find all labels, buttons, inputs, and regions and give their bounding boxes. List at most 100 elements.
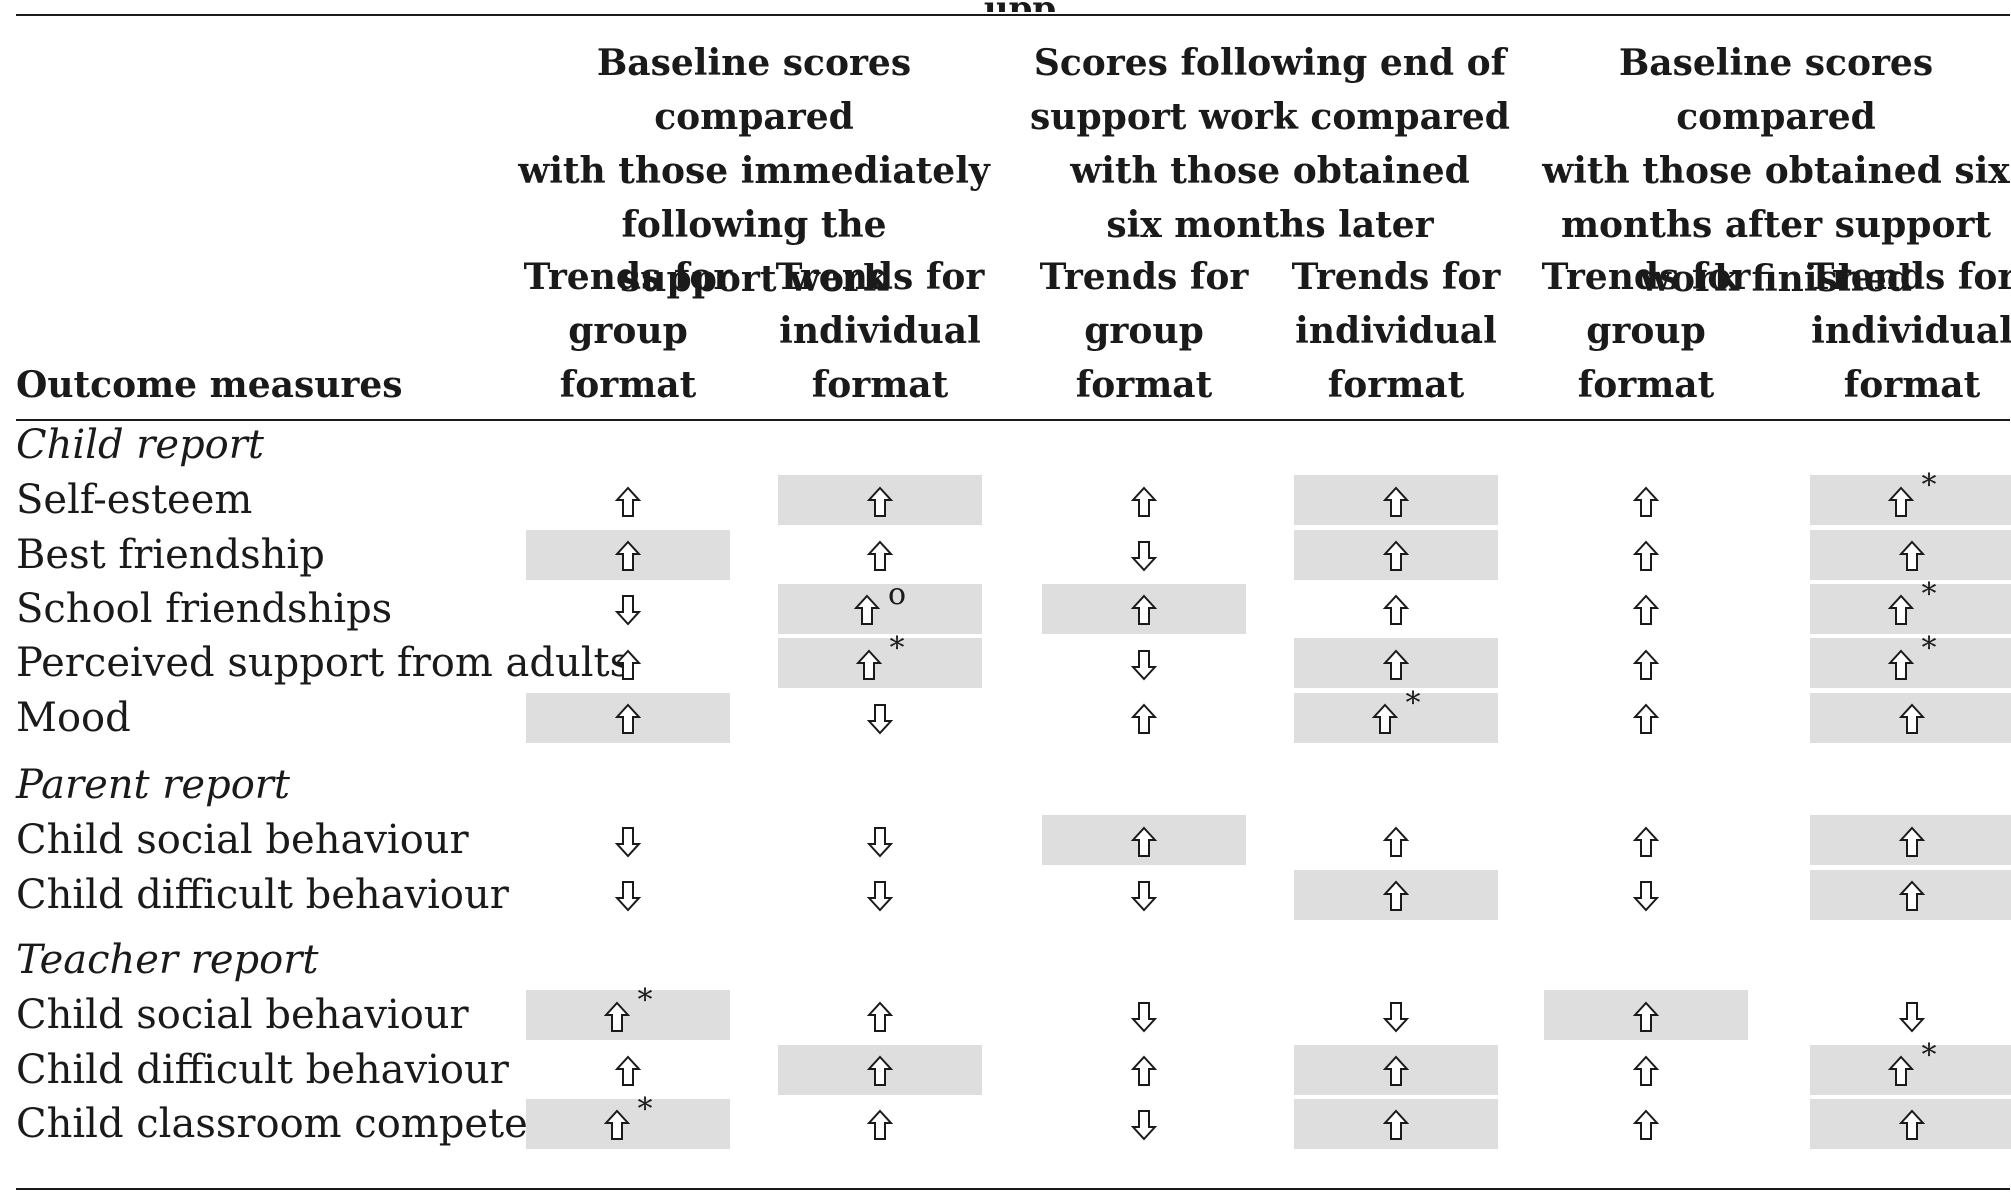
table-cell [1042, 870, 1246, 920]
arrow-down-icon [1131, 540, 1157, 572]
arrow-up-icon [855, 649, 882, 681]
arrow-up-icon [1887, 486, 1914, 518]
column-group-header-line: support work [620, 258, 888, 300]
cell-content [1544, 530, 1748, 580]
column-group-header-line: six months later [1106, 204, 1434, 246]
arrow-up-icon [1371, 703, 1398, 735]
table-cell [778, 1099, 982, 1149]
table-cell [526, 692, 730, 743]
cell-content: * [1810, 471, 2011, 525]
table-cell [1294, 990, 1498, 1040]
cell-content [778, 1099, 982, 1149]
table-cell [526, 584, 730, 634]
arrow-up-icon [1633, 1055, 1659, 1087]
table-cell [1544, 1099, 1748, 1149]
cell-content [1042, 815, 1246, 865]
cell-content [1544, 584, 1748, 634]
cell-content [778, 1045, 982, 1095]
column-sub-header-line: Trends for [1541, 256, 1751, 298]
table-cell: * [1810, 634, 2011, 689]
arrow-down-icon [1131, 880, 1157, 912]
column-sub-header: Trends for group format [508, 250, 748, 420]
cell-content: * [1810, 634, 2011, 688]
cell-content: * [1810, 1040, 2011, 1095]
cell-content [778, 475, 982, 525]
column-sub-header-line: group [568, 310, 688, 352]
table-cell [1544, 870, 1748, 920]
table-cell [526, 870, 730, 920]
cell-content [1544, 870, 1748, 920]
arrow-up-icon [1131, 703, 1157, 735]
cell-content [1042, 1099, 1246, 1149]
section-label: Teacher report [16, 937, 319, 983]
cell-content [526, 1045, 730, 1095]
cell-content [1544, 638, 1748, 688]
cell-content [1810, 1099, 2011, 1149]
row-label: Child difficult behaviour [16, 871, 509, 918]
cell-content [1042, 693, 1246, 743]
arrow-up-icon [1383, 594, 1409, 626]
arrow-up-icon [615, 649, 641, 681]
column-sub-header-line: Trends for [1291, 256, 1501, 298]
table-cell: * [778, 634, 982, 689]
arrow-up-icon [867, 540, 893, 572]
column-sub-header: Trends for individual format [760, 250, 1000, 420]
cell-content: * [778, 634, 982, 688]
column-sub-header: Trends for group format [1024, 250, 1264, 420]
arrow-down-icon [867, 703, 893, 735]
table-cell [1810, 1098, 2011, 1149]
table-cell: * [1810, 1040, 2011, 1095]
arrow-down-icon [1131, 649, 1157, 681]
cell-content [1294, 530, 1498, 580]
outcome-measures-header: Outcome measures [16, 364, 403, 406]
arrow-up-icon [867, 1055, 893, 1087]
table-cell [1810, 815, 2011, 866]
column-sub-header-line: group [1084, 310, 1204, 352]
arrow-up-icon [603, 1001, 630, 1033]
column-group-header: Baseline scores compared with those obtai… [1526, 36, 2011, 300]
table-cell [526, 1045, 730, 1095]
arrow-down-icon [615, 880, 641, 912]
arrow-up-icon [615, 540, 641, 572]
cell-content [1294, 815, 1498, 865]
section-label: Parent report [16, 762, 290, 808]
column-sub-header: Trends for individual format [1276, 250, 1516, 420]
column-sub-header-line: format [1075, 364, 1213, 406]
table-cell [778, 1044, 982, 1095]
cell-content: * [1294, 688, 1498, 743]
arrow-up-icon [867, 486, 893, 518]
table-cell [1544, 990, 1748, 1041]
table-cell [1544, 584, 1748, 634]
row-label: Best friendship [16, 531, 325, 578]
table-cell [1042, 990, 1246, 1040]
column-sub-header-line: individual [1295, 310, 1497, 352]
column-group-header-line: Scores following end of [1033, 42, 1507, 84]
cell-content: * [526, 1094, 730, 1149]
table-cell [526, 638, 730, 688]
cell-content [778, 815, 982, 865]
cell-content [778, 990, 982, 1040]
arrow-up-icon [1633, 1109, 1659, 1141]
arrow-up-icon [1633, 1001, 1659, 1033]
cell-content [1294, 990, 1498, 1040]
table-cell [1810, 869, 2011, 920]
row-label: Self-esteem [16, 477, 253, 524]
arrow-up-icon [1383, 540, 1409, 572]
cell-content [1294, 870, 1498, 920]
table-cell [1042, 1045, 1246, 1095]
bottom-rule [16, 1188, 2010, 1190]
cell-content [1042, 990, 1246, 1040]
column-sub-header-line: Trends for [1807, 256, 2011, 298]
table-cell [778, 990, 982, 1040]
table-cell: o [778, 579, 982, 634]
column-sub-header-line: format [1327, 364, 1465, 406]
arrow-down-icon [1131, 1001, 1157, 1033]
arrow-up-icon [1633, 649, 1659, 681]
section-label: Child report [16, 422, 264, 468]
arrow-up-icon [1131, 826, 1157, 858]
cell-content [1544, 475, 1748, 525]
arrow-up-icon [1633, 486, 1659, 518]
cell-content [1544, 815, 1748, 865]
column-sub-header-line: format [559, 364, 697, 406]
column-sub-header-line: individual [779, 310, 981, 352]
